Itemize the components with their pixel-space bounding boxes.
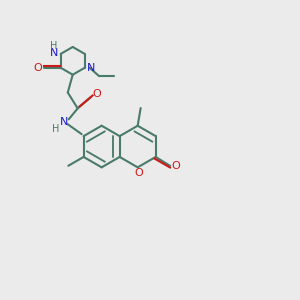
Text: O: O [34, 63, 42, 73]
Text: O: O [172, 161, 180, 171]
Text: O: O [92, 88, 101, 98]
Text: N: N [86, 63, 95, 73]
Text: H: H [52, 124, 60, 134]
Text: H: H [50, 41, 58, 51]
Text: N: N [50, 48, 58, 58]
Text: O: O [134, 168, 143, 178]
Text: N: N [60, 117, 68, 127]
